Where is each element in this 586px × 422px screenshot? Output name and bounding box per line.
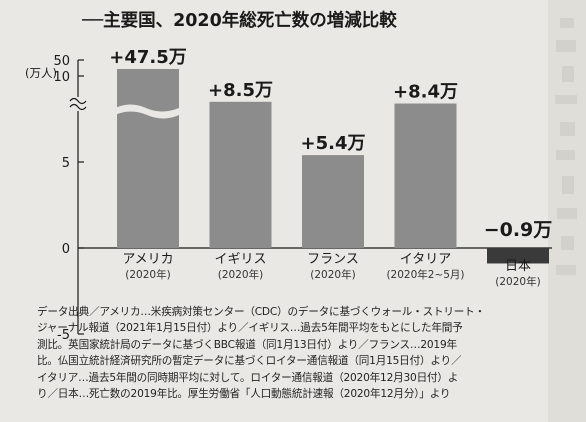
category-label: アメリカ [122, 252, 173, 267]
bar-5 [487, 248, 549, 264]
category-label: イギリス [214, 252, 266, 267]
bar-2 [209, 101, 272, 248]
bar-3 [302, 155, 364, 248]
axis-break-mark [69, 103, 87, 111]
note-line: 比。仏国立統計経済研究所の暫定データに基づくロイター通信報道（同1月15日付）よ… [37, 355, 462, 368]
category-sublabel: (2020年2~5月) [386, 268, 464, 281]
category-sublabel: (2020年) [310, 268, 355, 281]
y-tick-label: 50 [53, 54, 70, 69]
data-source-notes: データ出典／アメリカ…米疾病対策センター（CDC）のデータに基づくウォール・スト… [37, 304, 577, 402]
category-label: フランス [307, 252, 359, 267]
chart-title: ──主要国、2020年総死亡数の増減比較 [81, 10, 397, 31]
category-sublabel: (2020年) [495, 275, 540, 288]
category-label: 日本 [505, 259, 531, 274]
category-sublabel: (2020年) [218, 268, 263, 281]
bar-4 [394, 103, 457, 249]
note-line: 測比。英国家統計局のデータに基づくBBC報道（同1月13日付）より／フランス…2… [37, 338, 457, 351]
y-tick-label: 0 [62, 242, 70, 257]
category-sublabel: (2020年) [125, 268, 170, 281]
note-line: ジャーナル報道（2021年1月15日付）より／イギリス…過去5年間平均をもとにし… [37, 322, 463, 335]
bar-1 [117, 69, 179, 248]
bar-break-gap [115, 104, 179, 119]
y-tick-label: 5 [62, 156, 70, 171]
labels: +47.5万アメリカ(2020年)+8.5万イギリス(2020年)+5.4万フラ… [109, 47, 552, 288]
value-label: +8.4万 [393, 82, 458, 103]
y-unit-label: (万人) [25, 66, 57, 80]
value-label: +47.5万 [109, 47, 187, 68]
note-line: データ出典／アメリカ…米疾病対策センター（CDC）のデータに基づくウォール・スト… [37, 306, 485, 318]
value-label: +8.5万 [208, 80, 273, 101]
bars [115, 69, 549, 264]
value-label: +5.4万 [301, 133, 366, 154]
axis-break-mark [69, 97, 87, 105]
category-label: イタリア [400, 252, 451, 267]
y-tick-label: 10 [53, 70, 70, 85]
note-line: り／日本…死亡数の2019年比。厚生労働省「人口動態統計速報（2020年12月分… [37, 388, 451, 401]
y-tick-label: -5 [57, 328, 70, 343]
note-line: イタリア…過去5年間の同時期平均に対して。ロイター通信報道（2020年12月30… [37, 371, 459, 384]
value-label: −0.9万 [484, 219, 553, 241]
